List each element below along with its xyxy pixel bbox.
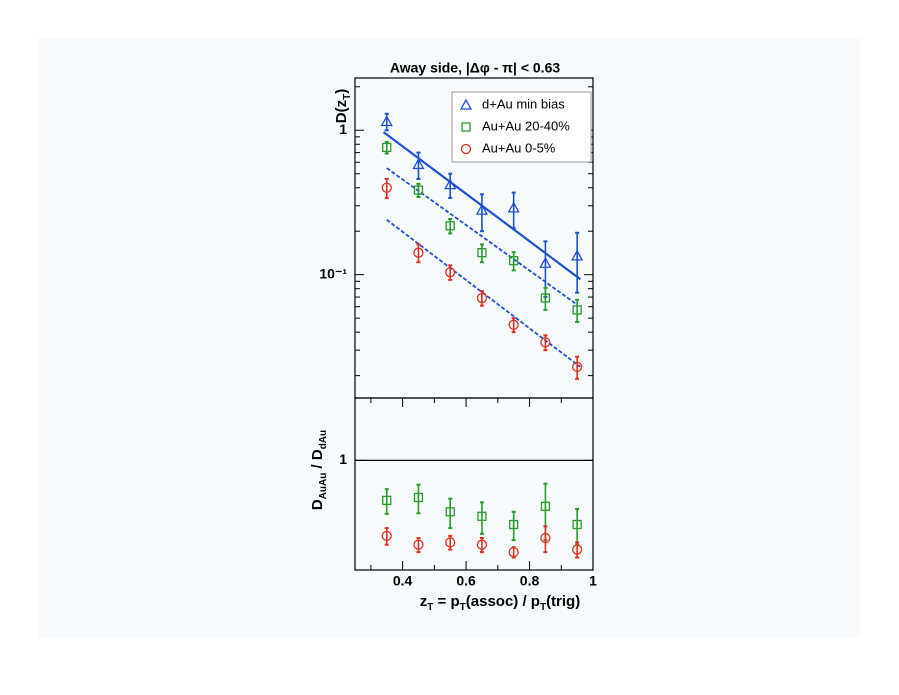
marker — [477, 511, 487, 521]
marker — [445, 267, 456, 278]
marker — [413, 247, 424, 258]
legend-label: d+Au min bias — [482, 96, 565, 111]
marker — [460, 143, 472, 155]
marker — [507, 201, 520, 213]
marker — [413, 539, 424, 550]
label-part: z — [420, 593, 428, 610]
marker — [459, 98, 473, 110]
label-part: AuAu — [318, 473, 329, 500]
label-part: (assoc) / p — [466, 593, 540, 610]
marker — [382, 495, 392, 506]
marker — [475, 203, 489, 215]
marker — [444, 178, 457, 190]
marker — [381, 182, 392, 193]
legend-box — [451, 91, 592, 163]
marker — [413, 185, 424, 195]
marker — [476, 539, 488, 550]
marker — [571, 544, 583, 555]
marker — [380, 115, 393, 127]
marker — [540, 337, 551, 348]
marker — [509, 256, 519, 266]
label-part: dAu — [318, 430, 329, 449]
label-part: (trig) — [546, 593, 580, 610]
label-part: = p — [433, 593, 459, 610]
marker — [477, 248, 487, 258]
label-part: D — [309, 499, 326, 510]
x-tick-label: 0.4 — [393, 573, 413, 589]
x-tick-label: 0.8 — [520, 573, 540, 589]
x-tick-label: 0.6 — [456, 573, 476, 589]
marker — [571, 361, 583, 373]
marker — [461, 122, 471, 132]
axis-label: D(zT) — [333, 89, 353, 123]
marker — [413, 492, 424, 503]
marker — [445, 537, 456, 548]
label-part: ) — [333, 89, 350, 94]
background — [38, 38, 860, 638]
plot-frame — [354, 397, 594, 571]
y-tick-label: 1 — [339, 121, 347, 137]
label-part: T — [427, 602, 433, 613]
marker — [412, 158, 425, 170]
axis-label: DAuAu / DdAu — [309, 430, 329, 510]
marker — [539, 256, 552, 268]
marker — [509, 519, 519, 530]
x-tick-label: 1 — [589, 573, 597, 589]
marker — [382, 142, 392, 153]
label-part: D(z — [333, 100, 350, 123]
y-tick-label: 1 — [339, 451, 347, 467]
legend-label: Au+Au 0-5% — [482, 140, 556, 155]
label-part: T — [342, 94, 353, 100]
label-part: T — [540, 602, 546, 613]
marker — [540, 293, 551, 303]
marker — [540, 532, 551, 544]
label-part: / D — [309, 449, 326, 473]
marker — [508, 319, 519, 330]
axis-label: zT = pT(assoc) / pT(trig) — [420, 593, 580, 613]
marker — [381, 530, 392, 542]
chart-title: Away side, |Δφ - π| < 0.63 — [390, 60, 560, 76]
marker — [540, 501, 551, 511]
marker — [445, 507, 455, 517]
marker — [572, 305, 582, 315]
marker — [572, 519, 582, 530]
marker — [571, 249, 584, 261]
label-part: T — [460, 602, 466, 613]
legend-label: Au+Au 20-40% — [482, 118, 570, 133]
marker — [508, 546, 519, 558]
marker — [445, 221, 455, 231]
y-tick-label: 10⁻¹ — [319, 265, 347, 281]
marker — [476, 292, 488, 304]
